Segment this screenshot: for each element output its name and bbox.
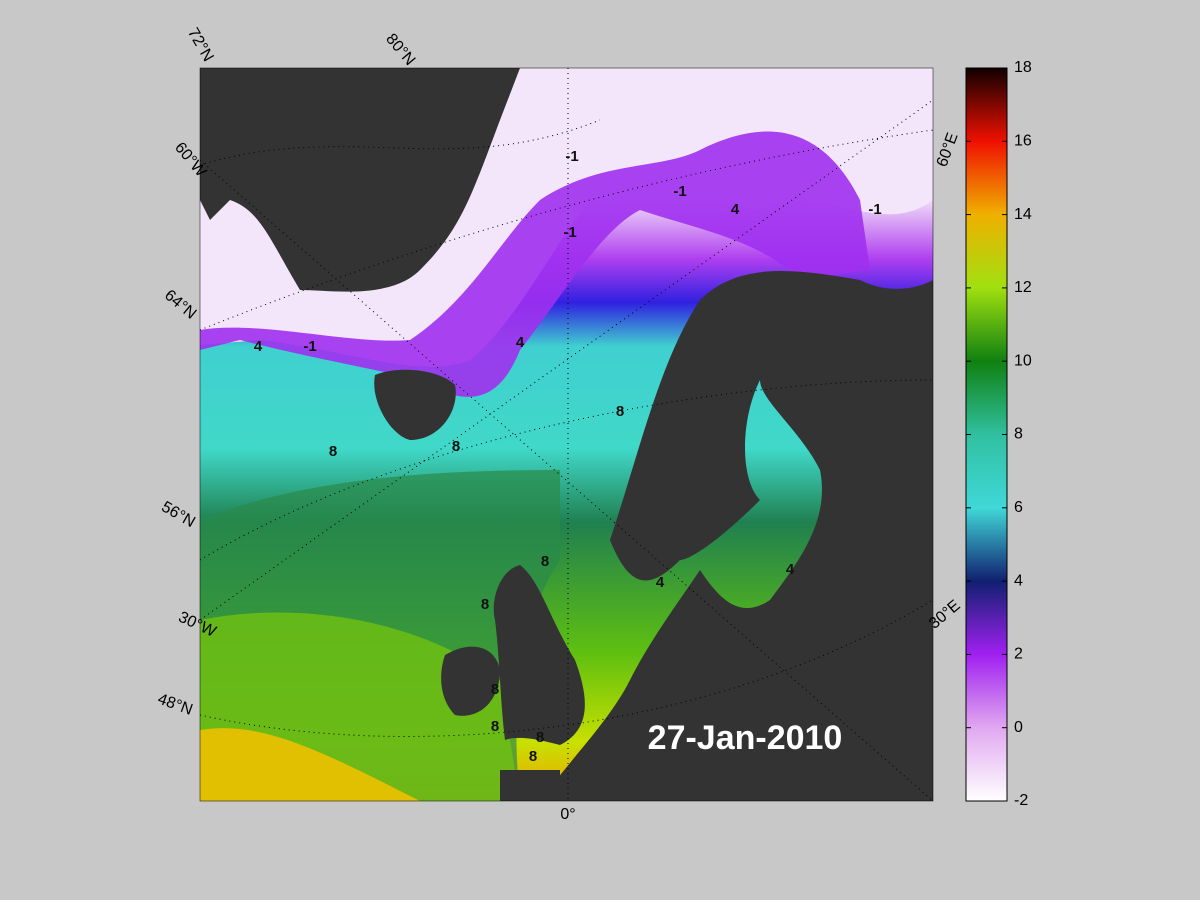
- colorbar-axis: -2 0 2 4 6 8 10 12 14 16 18: [966, 59, 1032, 809]
- contour-label: 8: [491, 681, 499, 698]
- greenland: [200, 68, 520, 292]
- contour-label: 8: [616, 403, 624, 420]
- colorbar-tick-label: -2: [1014, 792, 1028, 809]
- warmest-water: [200, 728, 420, 801]
- graticule: [200, 68, 933, 801]
- iceland: [374, 369, 456, 440]
- colorbar-tick-label: 16: [1014, 133, 1032, 150]
- graticule-label: 80°N: [382, 31, 418, 69]
- graticule-label: 60°E: [934, 131, 962, 170]
- graticule-label: 64°N: [161, 287, 199, 323]
- colorbar-tick-label: 14: [1014, 206, 1032, 223]
- france-coast: [200, 770, 560, 801]
- contour-label: 8: [536, 729, 544, 746]
- cold-front: [200, 131, 870, 397]
- graticule-label: 48°N: [155, 691, 194, 719]
- colorbar-tick-label: 0: [1014, 719, 1023, 736]
- contour-label: -1: [868, 201, 881, 218]
- contour-label: 8: [541, 553, 549, 570]
- date-label: 27-Jan-2010: [648, 719, 843, 757]
- colorbar-tick-label: 4: [1014, 572, 1023, 589]
- contour-labels: -1 -1 -1 -1 -1 4 4 4 4 4 8 8 8 8 8 8 8 8 8: [254, 148, 882, 765]
- colorbar-tick-label: 10: [1014, 352, 1032, 369]
- contour-label: 8: [452, 438, 460, 455]
- colorbar-tick-label: 6: [1014, 499, 1023, 516]
- colorbar-tick-label: 2: [1014, 646, 1023, 663]
- colorbar: [965, 67, 1008, 802]
- contour-label: 4: [786, 561, 795, 578]
- contour-label: 4: [731, 201, 740, 218]
- map-area: [200, 68, 933, 801]
- graticule-label: 56°N: [158, 498, 197, 531]
- contour-label: 8: [491, 718, 499, 735]
- colorbar-tick-label: 12: [1014, 279, 1032, 296]
- colorbar-tick-label: 18: [1014, 59, 1032, 76]
- contour-label: -1: [565, 148, 578, 165]
- scandinavia-europe: [540, 271, 933, 801]
- contour-label: -1: [303, 338, 316, 355]
- ireland: [441, 646, 500, 716]
- contour-label: 4: [516, 334, 525, 351]
- contour-label: 8: [329, 443, 337, 460]
- graticule-label: 0°: [560, 806, 575, 823]
- map-frame: [199, 67, 934, 802]
- contour-label: 4: [656, 574, 665, 591]
- graticule-label: 72°N: [184, 25, 217, 64]
- contour-label: 4: [254, 338, 263, 355]
- great-britain: [493, 565, 585, 745]
- contour-label: 8: [481, 596, 489, 613]
- contour-label: 8: [529, 748, 537, 765]
- contour-label: -1: [673, 183, 686, 200]
- colorbar-tick-label: 8: [1014, 426, 1023, 443]
- contour-label: -1: [563, 224, 576, 241]
